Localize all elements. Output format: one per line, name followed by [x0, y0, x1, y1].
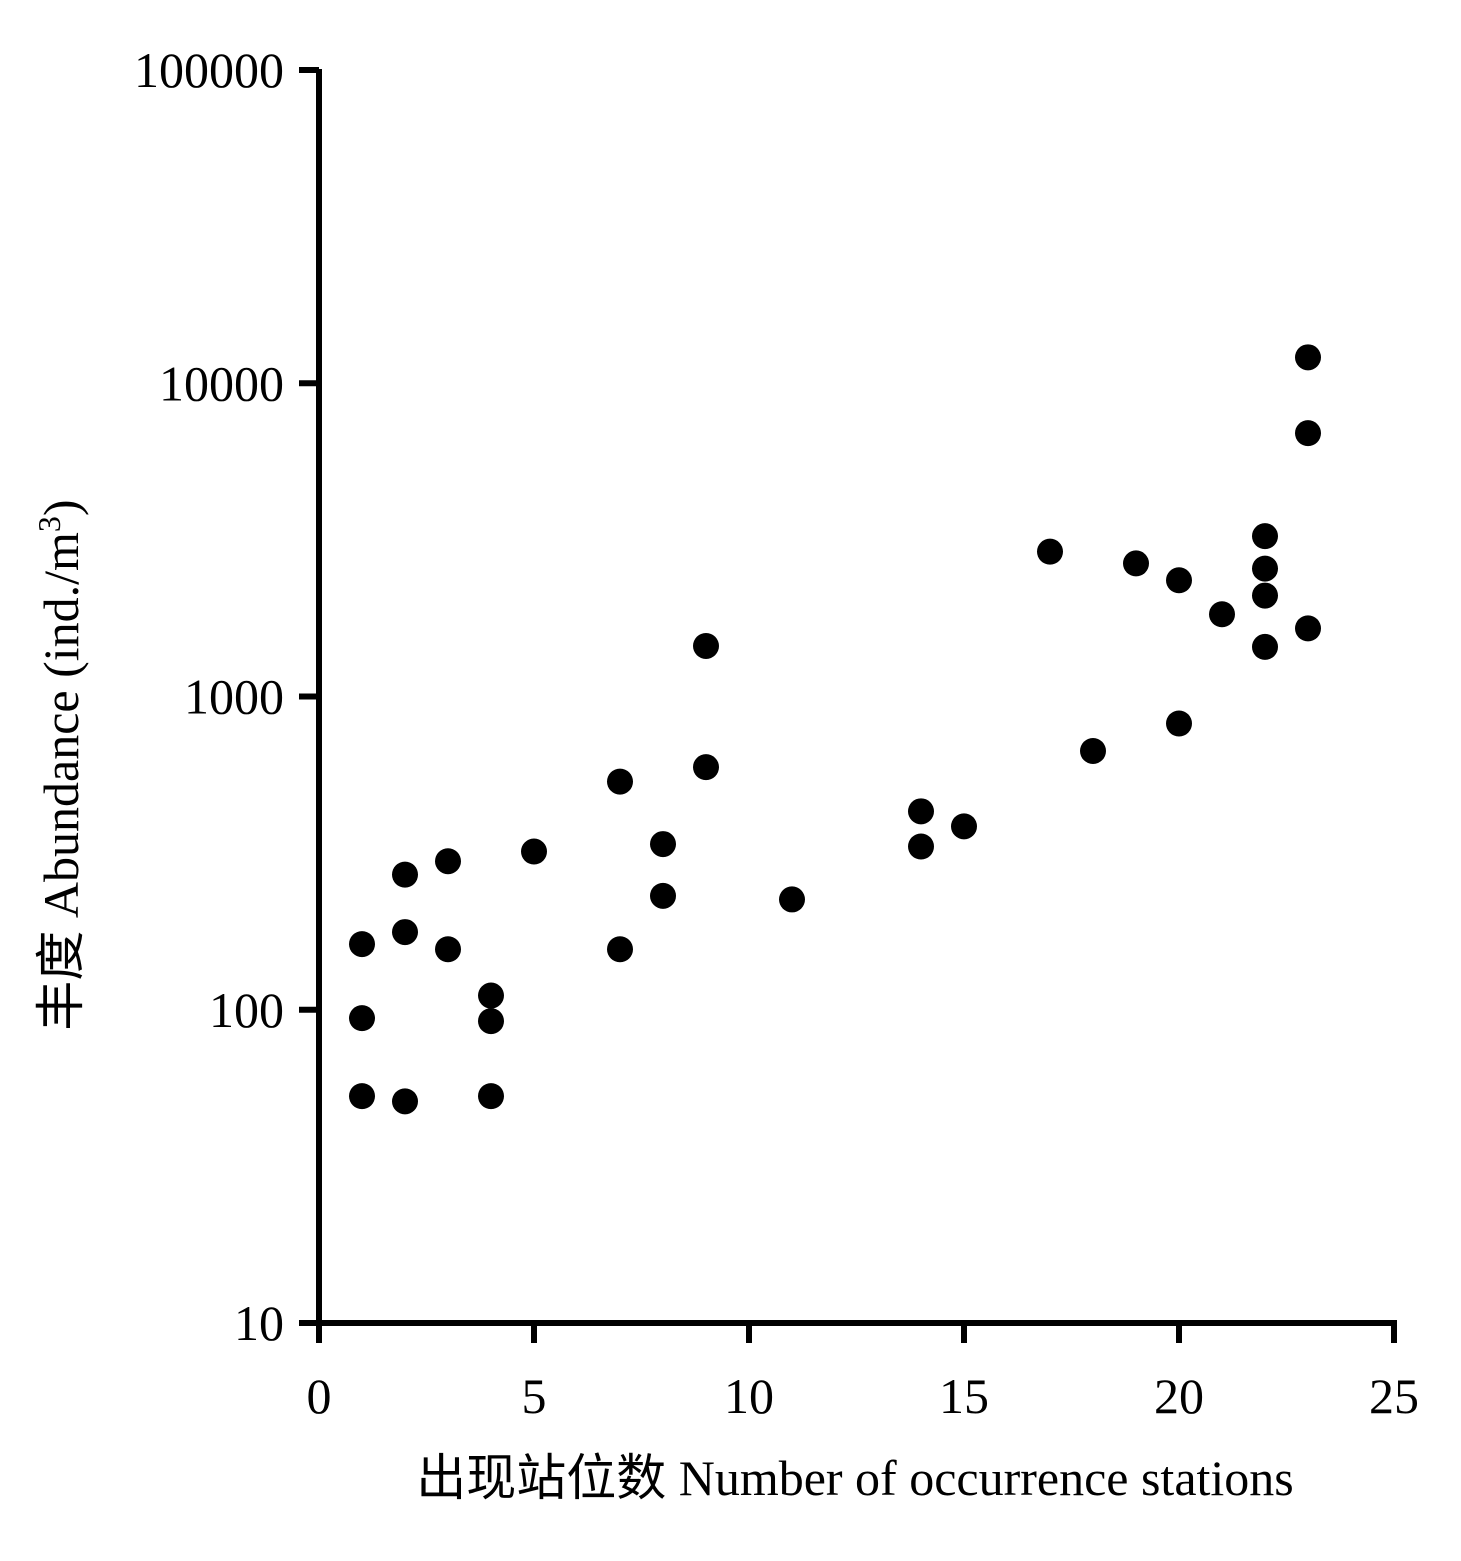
data-point [1295, 420, 1321, 447]
data-point [1037, 538, 1063, 565]
data-point [650, 882, 676, 909]
data-point [1295, 344, 1321, 371]
data-point [779, 886, 805, 913]
y-tick-label: 100000 [134, 42, 284, 98]
y-axis-title-superscript: 3 [31, 516, 67, 532]
x-tick-label: 5 [522, 1368, 547, 1424]
data-point [693, 632, 719, 659]
data-point [1166, 567, 1192, 594]
tick-labels: 0 5 10 15 20 25 10 100 1000 10000 100000 [134, 42, 1419, 1424]
data-point [650, 831, 676, 858]
y-axis-title: 丰度 Abundance (ind./m3) [31, 499, 89, 1030]
data-point [478, 1083, 504, 1110]
y-axis-title-close: ) [33, 499, 89, 516]
y-tick-label: 10000 [159, 355, 284, 411]
data-point [908, 798, 934, 825]
data-point [1252, 582, 1278, 609]
data-point [435, 848, 461, 875]
y-tick-label: 10 [234, 1295, 284, 1351]
data-point [521, 838, 547, 865]
data-point [1252, 633, 1278, 660]
x-axis-title: 出现站位数 Number of occurrence stations [416, 1450, 1294, 1506]
data-point [392, 861, 418, 888]
data-point [349, 1083, 375, 1110]
data-point [951, 813, 977, 840]
y-tick-label: 1000 [184, 669, 284, 725]
ticks [299, 67, 1397, 1343]
data-point [349, 931, 375, 958]
data-point [607, 936, 633, 963]
data-point [392, 919, 418, 946]
data-point [1252, 523, 1278, 550]
data-point [1252, 555, 1278, 582]
data-point [392, 1088, 418, 1115]
data-point [607, 768, 633, 795]
x-tick-label: 25 [1369, 1368, 1419, 1424]
data-point [1209, 601, 1235, 628]
data-point [478, 1008, 504, 1035]
y-tick-label: 100 [209, 982, 284, 1038]
data-point [693, 754, 719, 781]
y-axis-title-main: 丰度 Abundance (ind./m [33, 532, 89, 1031]
axes [316, 69, 1397, 1326]
x-tick-label: 10 [724, 1368, 774, 1424]
x-tick-label: 20 [1154, 1368, 1204, 1424]
data-point [435, 936, 461, 963]
data-point [349, 1005, 375, 1032]
data-point [478, 982, 504, 1009]
data-point [1123, 550, 1149, 577]
data-points [349, 344, 1321, 1115]
x-tick-label: 0 [307, 1368, 332, 1424]
data-point [1080, 737, 1106, 764]
data-point [1166, 710, 1192, 737]
data-point [1295, 615, 1321, 642]
x-tick-label: 15 [939, 1368, 989, 1424]
data-point [908, 833, 934, 860]
